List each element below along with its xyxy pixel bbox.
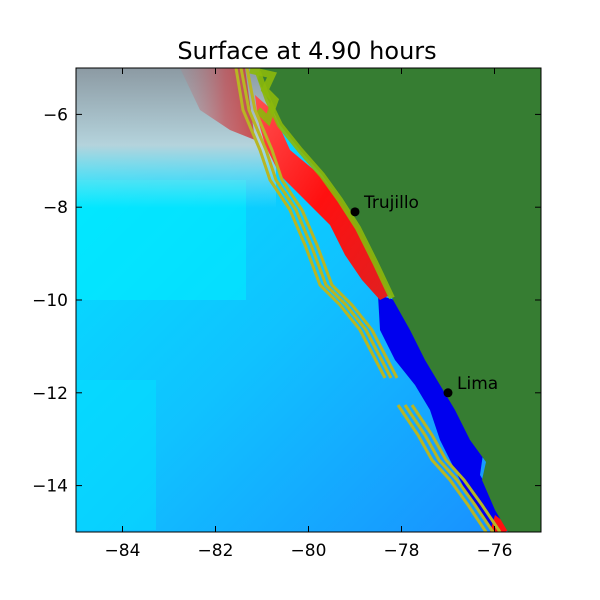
- x-tick-label: −82: [198, 541, 234, 561]
- y-tick-label: −6: [43, 105, 68, 125]
- city-marker-trujillo: [350, 207, 360, 217]
- fault-line-north-a: [234, 68, 387, 379]
- fault-line-south-a: [396, 404, 488, 532]
- wave-trough-band: [378, 295, 510, 532]
- city-label-trujillo: Trujillo: [363, 193, 419, 213]
- y-tick-label: −12: [32, 384, 68, 404]
- ocean-light-patch-south: [76, 380, 156, 530]
- y-tick-label: −10: [32, 291, 68, 311]
- x-tick-label: −84: [105, 541, 141, 561]
- y-tick-label: −8: [43, 198, 68, 218]
- city-label-lima: Lima: [457, 374, 498, 394]
- places: Trujillo Lima: [350, 193, 498, 398]
- map-title: Surface at 4.90 hours: [177, 37, 436, 65]
- plot-area: Trujillo Lima: [76, 68, 541, 532]
- x-tick-label: −76: [477, 541, 513, 561]
- fault-line-south-c: [410, 404, 502, 532]
- fault-line-north-c: [245, 68, 399, 379]
- fault-line-north-b: [239, 68, 393, 379]
- city-marker-lima: [443, 388, 453, 398]
- fault-lines: [234, 68, 502, 532]
- x-tick-label: −78: [384, 541, 420, 561]
- wave-crest-band: [255, 95, 390, 300]
- northern-red-patch: [180, 68, 255, 140]
- fault-line-south-b: [403, 404, 495, 532]
- y-tick-label: −14: [32, 477, 68, 497]
- axis-ticks: −84 −82 −80 −78 −76 −6 −8 −10 −12 −14: [32, 68, 541, 561]
- x-tick-label: −80: [291, 541, 327, 561]
- land-coast-edge-north: [249, 68, 280, 127]
